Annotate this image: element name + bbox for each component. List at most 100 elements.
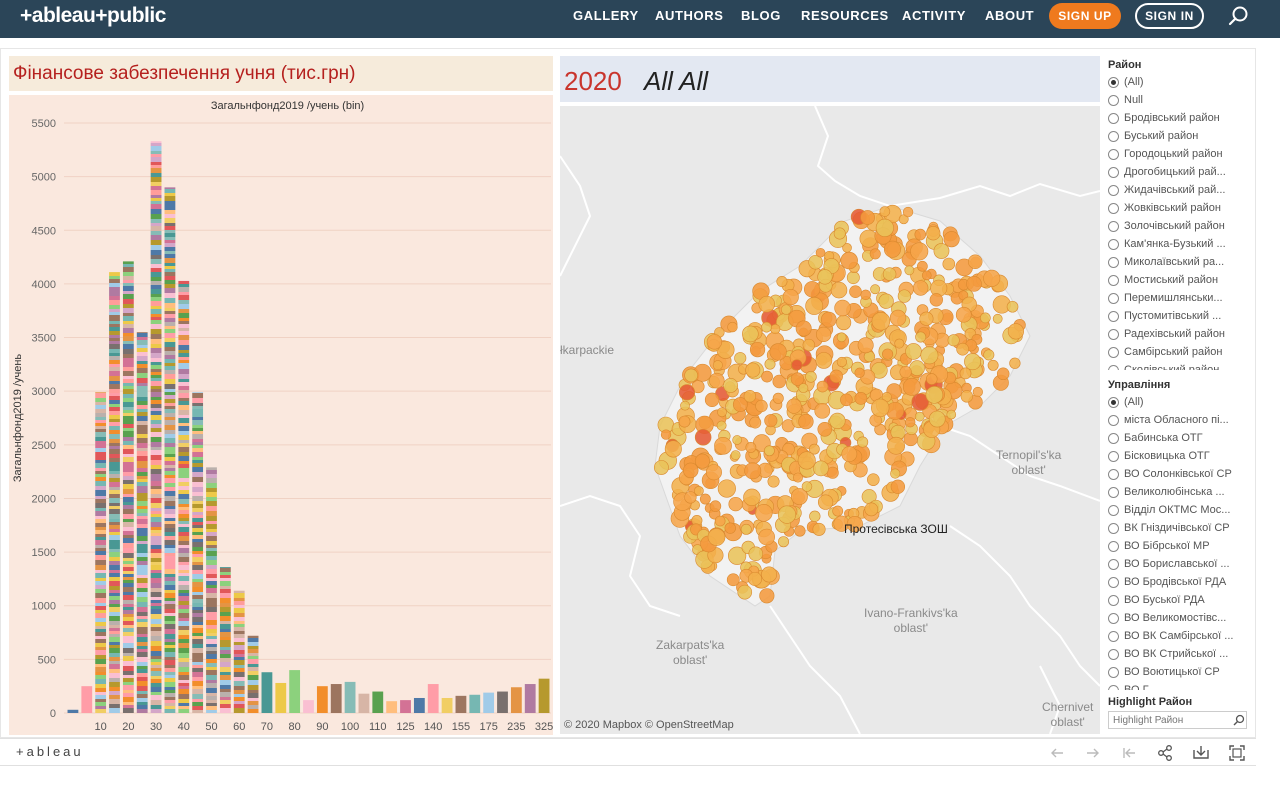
histogram-bar[interactable] bbox=[524, 684, 536, 713]
school-dot[interactable] bbox=[917, 260, 928, 272]
school-dot[interactable] bbox=[928, 410, 946, 428]
nav-gallery[interactable]: GALLERY bbox=[573, 8, 639, 23]
school-dot[interactable] bbox=[829, 369, 843, 383]
school-dot[interactable] bbox=[723, 378, 739, 393]
radio-button[interactable] bbox=[1108, 576, 1119, 588]
radio-button[interactable] bbox=[1108, 328, 1119, 340]
histogram-bar[interactable] bbox=[483, 692, 495, 713]
histogram-bar[interactable] bbox=[136, 332, 148, 713]
radio-button[interactable] bbox=[1108, 612, 1119, 624]
school-dot[interactable] bbox=[761, 321, 772, 333]
school-dot[interactable] bbox=[875, 218, 894, 237]
school-dot[interactable] bbox=[761, 370, 773, 383]
rayon-filter-list[interactable]: (All) Null Бродівський район Буський район Г… bbox=[1108, 73, 1252, 370]
school-dot[interactable] bbox=[791, 359, 803, 371]
school-dot[interactable] bbox=[699, 493, 711, 505]
radio-button[interactable] bbox=[1108, 450, 1119, 462]
school-dot[interactable] bbox=[846, 515, 863, 533]
school-dot[interactable] bbox=[834, 299, 851, 317]
histogram-bar[interactable] bbox=[233, 590, 245, 713]
school-dot[interactable] bbox=[770, 323, 781, 335]
share-icon[interactable] bbox=[1156, 744, 1174, 762]
school-dot[interactable] bbox=[805, 370, 817, 383]
school-dot[interactable] bbox=[813, 460, 829, 477]
histogram-bar[interactable] bbox=[95, 392, 107, 713]
school-dot[interactable] bbox=[795, 320, 812, 337]
histogram-bar[interactable] bbox=[81, 686, 93, 713]
radio-button[interactable] bbox=[1108, 256, 1119, 268]
tableau-public-logo[interactable]: +ableau+public bbox=[20, 4, 166, 27]
school-dot[interactable] bbox=[815, 247, 826, 258]
revert-icon[interactable] bbox=[1120, 744, 1138, 762]
school-dot[interactable] bbox=[790, 372, 805, 386]
upravlinnia-option[interactable]: ВК Гніздичівської СР bbox=[1108, 519, 1252, 537]
school-dot[interactable] bbox=[840, 393, 853, 407]
sign-in-button[interactable]: SIGN IN bbox=[1135, 3, 1204, 29]
school-dot[interactable] bbox=[732, 397, 748, 412]
school-dot[interactable] bbox=[704, 392, 720, 407]
upravlinnia-option[interactable]: ВО Бродівської РДА bbox=[1108, 573, 1252, 591]
histogram-bar[interactable] bbox=[400, 700, 411, 713]
rayon-option[interactable]: Золочівський район bbox=[1108, 217, 1252, 235]
rayon-option[interactable]: Пустомитівський ... bbox=[1108, 307, 1252, 325]
school-dot[interactable] bbox=[905, 417, 916, 428]
school-dot[interactable] bbox=[727, 321, 738, 333]
school-dot[interactable] bbox=[926, 226, 941, 241]
upravlinnia-option[interactable]: Великолюбінська ... bbox=[1108, 483, 1252, 501]
school-dot[interactable] bbox=[897, 289, 912, 303]
search-icon[interactable] bbox=[1228, 5, 1250, 27]
upravlinnia-option[interactable]: ВО Воютицької СР bbox=[1108, 663, 1252, 681]
rayon-option[interactable]: Городоцький район bbox=[1108, 145, 1252, 163]
rayon-option[interactable]: Буський район bbox=[1108, 127, 1252, 145]
school-dot[interactable] bbox=[947, 334, 960, 347]
school-dot[interactable] bbox=[879, 206, 891, 217]
school-dot[interactable] bbox=[758, 295, 776, 313]
school-dot[interactable] bbox=[678, 415, 691, 428]
school-dot[interactable] bbox=[777, 505, 797, 524]
school-dot[interactable] bbox=[764, 358, 776, 370]
school-dot[interactable] bbox=[758, 528, 775, 546]
radio-button[interactable] bbox=[1108, 184, 1119, 196]
school-dot[interactable] bbox=[808, 254, 823, 270]
radio-button[interactable] bbox=[1108, 486, 1119, 498]
redo-icon[interactable] bbox=[1084, 744, 1102, 762]
school-dot[interactable] bbox=[987, 359, 999, 371]
histogram-bar[interactable] bbox=[122, 261, 134, 713]
radio-button[interactable] bbox=[1108, 666, 1119, 678]
school-dot[interactable] bbox=[1009, 357, 1021, 369]
fullscreen-icon[interactable] bbox=[1228, 744, 1246, 762]
school-dot[interactable] bbox=[959, 367, 972, 380]
rayon-option[interactable]: Null bbox=[1108, 91, 1252, 109]
download-icon[interactable] bbox=[1192, 744, 1210, 762]
school-dot[interactable] bbox=[680, 400, 690, 411]
radio-button[interactable] bbox=[1108, 504, 1119, 516]
school-dot[interactable] bbox=[933, 243, 950, 259]
school-dot[interactable] bbox=[979, 312, 991, 324]
school-dot[interactable] bbox=[914, 411, 925, 422]
school-dot[interactable] bbox=[846, 271, 860, 285]
histogram-bar[interactable] bbox=[469, 694, 481, 713]
school-dot[interactable] bbox=[707, 528, 726, 546]
school-dot[interactable] bbox=[755, 399, 768, 413]
school-dot[interactable] bbox=[794, 525, 806, 537]
histogram-bar[interactable] bbox=[178, 280, 190, 713]
school-dot[interactable] bbox=[992, 313, 1003, 324]
radio-button[interactable] bbox=[1108, 310, 1119, 322]
nav-blog[interactable]: BLOG bbox=[741, 8, 781, 23]
school-dot[interactable] bbox=[955, 306, 972, 323]
school-dot[interactable] bbox=[983, 349, 995, 361]
school-dot[interactable] bbox=[798, 413, 814, 430]
rayon-option[interactable]: Дрогобицький рай... bbox=[1108, 163, 1252, 181]
school-dot[interactable] bbox=[749, 416, 762, 429]
school-dot[interactable] bbox=[745, 362, 761, 378]
radio-button[interactable] bbox=[1108, 594, 1119, 606]
upravlinnia-option[interactable]: ВО Бібрської МР bbox=[1108, 537, 1252, 555]
histogram-bar[interactable] bbox=[150, 141, 162, 713]
histogram-bar[interactable] bbox=[247, 635, 259, 713]
histogram-bar[interactable] bbox=[441, 697, 453, 713]
rayon-option[interactable]: Бродівський район bbox=[1108, 109, 1252, 127]
school-dot[interactable] bbox=[946, 409, 957, 420]
radio-button[interactable] bbox=[1108, 94, 1119, 106]
upravlinnia-option[interactable]: ВО Великомостівс... bbox=[1108, 609, 1252, 627]
school-dot[interactable] bbox=[996, 367, 1010, 381]
